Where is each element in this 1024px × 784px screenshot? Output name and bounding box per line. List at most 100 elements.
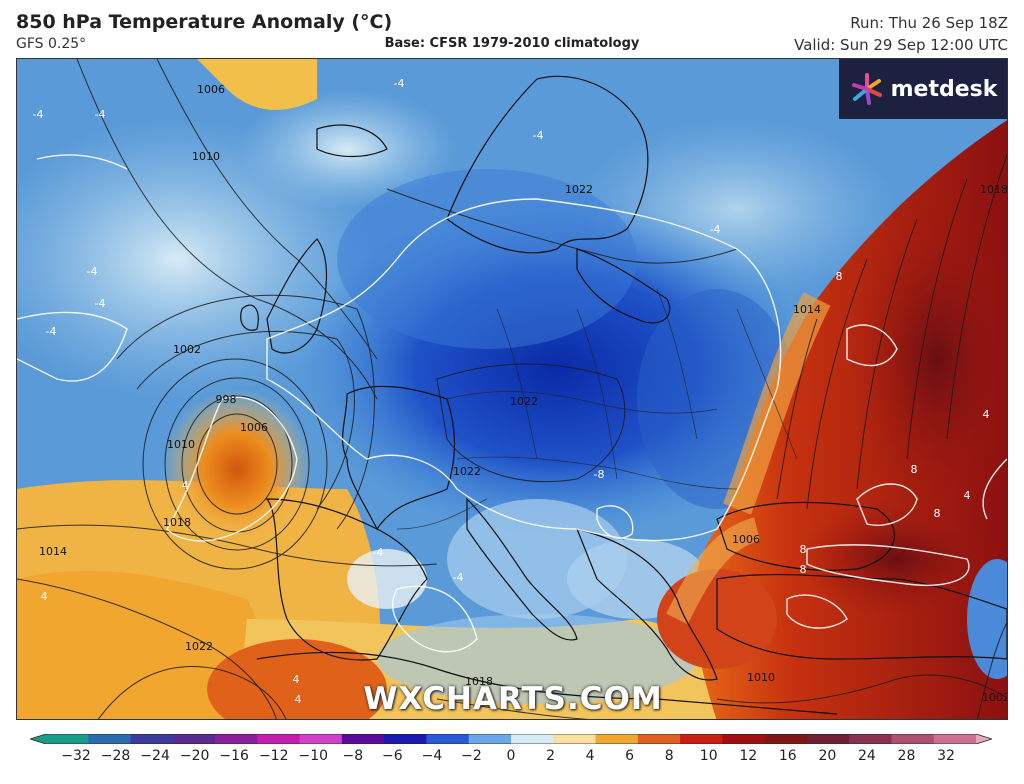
- colorbar-segment: [595, 734, 639, 744]
- colorbar-segment: [468, 734, 512, 744]
- colorbar-tick: −6: [382, 748, 403, 764]
- colorbar-segment: [764, 734, 808, 744]
- anomaly-label: -4: [394, 77, 405, 90]
- colorbar-tick: 32: [937, 748, 955, 764]
- anomaly-labels: -4 -4 -4 -4 -4 -4 -4 -4 -8 -4 8 8 8 8 8 4 4 4 4 4 4 -4: [33, 77, 990, 706]
- colorbar-tick: 24: [857, 748, 876, 764]
- colorbar-segment: [341, 734, 385, 744]
- colorbar-segment: [891, 734, 935, 744]
- anomaly-label: -4: [373, 546, 384, 559]
- anomaly-label: -4: [710, 223, 721, 236]
- anomaly-label: 4: [41, 590, 48, 603]
- colorbar-max-arrow: [976, 734, 992, 744]
- isobar-label: 998: [216, 393, 237, 406]
- anomaly-label: -4: [87, 265, 98, 278]
- metdesk-logo: metdesk: [839, 59, 1007, 119]
- isobar-label: 1018: [980, 183, 1008, 196]
- colorbar-segment: [933, 734, 977, 744]
- chart-title: 850 hPa Temperature Anomaly (°C): [16, 11, 393, 33]
- valid-time-label: Valid: Sun 29 Sep 12:00 UTC: [794, 36, 1008, 54]
- anomaly-label: 4: [182, 479, 189, 492]
- colorbar-tick: −20: [179, 748, 210, 764]
- isobar-label: 1022: [565, 183, 593, 196]
- colorbar-segment: [722, 734, 766, 744]
- isobar-label: 1002: [982, 691, 1008, 704]
- metdesk-logo-text: metdesk: [890, 76, 998, 102]
- country-borders: [396, 288, 798, 530]
- isobar-label: 1010: [192, 150, 220, 163]
- anomaly-label: -8: [594, 468, 605, 481]
- isobar-label: 1006: [732, 533, 760, 546]
- colorbar-tick: 12: [739, 748, 758, 764]
- colorbar-segment: [806, 734, 850, 744]
- colorbar-segment: [130, 734, 174, 744]
- colorbar-segment: [172, 734, 216, 744]
- anomaly-label: -4: [95, 297, 106, 310]
- anomaly-label: -4: [533, 129, 544, 142]
- anomaly-label: 8: [800, 543, 807, 556]
- isobar-label: 1002: [173, 343, 201, 356]
- colorbar-segment: [849, 734, 892, 744]
- colorbar-tick: 16: [778, 748, 797, 764]
- colorbar: [30, 734, 992, 744]
- colorbar-tick: 6: [625, 748, 635, 764]
- anomaly-label: 8: [911, 463, 918, 476]
- isobar-label: 1022: [185, 640, 213, 653]
- colorbar-segment: [637, 734, 681, 744]
- colorbar-segment: [215, 734, 258, 744]
- isobar-label: 1010: [747, 671, 775, 684]
- isobar-label: 1014: [39, 545, 67, 558]
- isobar-label: 1022: [510, 395, 538, 408]
- colorbar-tick: −4: [421, 748, 443, 764]
- colorbar-tick: 0: [506, 748, 516, 764]
- isobar-label: 1014: [793, 303, 821, 316]
- isobar-label: 1018: [163, 516, 191, 529]
- anomaly-label: 4: [293, 673, 300, 686]
- anomaly-label: -4: [46, 325, 57, 338]
- colorbar-segment: [46, 734, 89, 744]
- colorbar-tick: −10: [298, 748, 329, 764]
- anomaly-map: 1006 1010 1002 998 1006 1010 1018 1014 1022 1022 1…: [16, 58, 1008, 720]
- colorbar-tick: 4: [585, 748, 595, 764]
- colorbar-tick: −2: [461, 748, 482, 764]
- anomaly-label: 8: [836, 270, 843, 283]
- anomaly-label: -4: [33, 108, 44, 121]
- isobar-labels: 1006 1010 1002 998 1006 1010 1018 1014 1022 1022 1…: [39, 83, 1008, 704]
- anomaly-label: -4: [95, 108, 106, 121]
- colorbar-tick: −16: [219, 748, 249, 764]
- colorbar-segment: [511, 734, 554, 744]
- base-climatology-label: Base: CFSR 1979-2010 climatology: [384, 36, 640, 51]
- isobar-label: 1006: [197, 83, 225, 96]
- isobar-label: 1022: [453, 465, 481, 478]
- colorbar-segment: [553, 734, 597, 744]
- wxcharts-watermark: WXCHARTS.COM: [363, 681, 663, 717]
- colorbar-tick: −32: [61, 748, 91, 764]
- colorbar-segment: [384, 734, 427, 744]
- anomaly-label: 8: [934, 507, 941, 520]
- model-label: GFS 0.25°: [16, 36, 87, 52]
- coastlines: [240, 75, 1007, 715]
- isobar-label: 1018: [465, 675, 493, 688]
- colorbar-tick: 28: [897, 748, 916, 764]
- colorbar-segment: [426, 734, 470, 744]
- isobar-lines: [17, 59, 1007, 719]
- metdesk-logo-icon: [851, 73, 882, 105]
- anomaly-label: 4: [295, 693, 302, 706]
- isobar-label: 1006: [240, 421, 268, 434]
- anomaly-label: -4: [453, 571, 464, 584]
- colorbar-tick: −8: [342, 748, 364, 764]
- anomaly-contours: [17, 154, 1007, 653]
- colorbar-tick: 10: [699, 748, 718, 764]
- colorbar-segment: [257, 734, 301, 744]
- map-canvas: 1006 1010 1002 998 1006 1010 1018 1014 1022 1022 1…: [17, 59, 1008, 719]
- colorbar-tick: −28: [100, 748, 131, 764]
- colorbar-min-arrow: [30, 734, 46, 744]
- colorbar-tick: −12: [258, 748, 289, 764]
- colorbar-tick: 8: [664, 748, 674, 764]
- anomaly-label: 4: [964, 489, 971, 502]
- anomaly-label: 8: [800, 563, 807, 576]
- colorbar-segment: [88, 734, 132, 744]
- isobar-label: 1010: [167, 438, 195, 451]
- colorbar-segment: [680, 734, 723, 744]
- colorbar-tick: −24: [140, 748, 170, 764]
